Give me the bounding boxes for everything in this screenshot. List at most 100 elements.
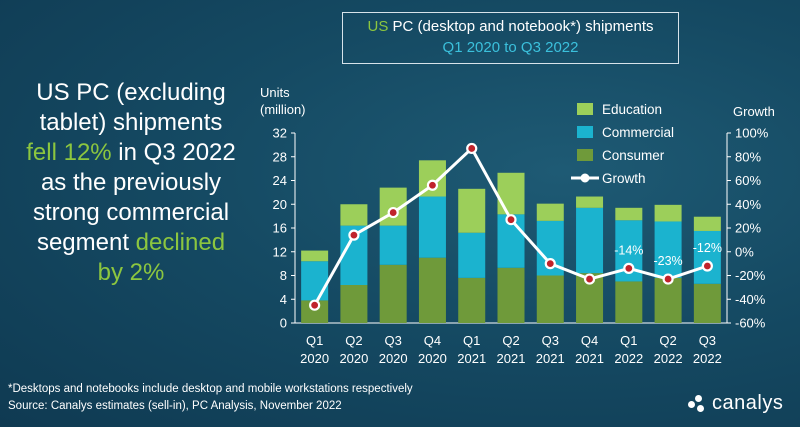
logo-mark-icon: [688, 394, 706, 413]
right-axis-title: Growth: [733, 104, 775, 119]
footnote-source: Source: Canalys estimates (sell-in), PC …: [8, 400, 342, 412]
left-tick-label: 0: [280, 316, 287, 331]
left-tick-label: 20: [273, 197, 287, 212]
bar-education: [340, 204, 368, 226]
bar-consumer: [654, 277, 682, 323]
growth-point: [348, 229, 360, 241]
headline-text: segment: [36, 229, 136, 256]
left-axis-title: (million): [260, 102, 306, 117]
chart-title-text: PC (desktop and notebook*) shipments: [388, 18, 654, 35]
bar-consumer: [497, 267, 525, 323]
right-tick-label: 0%: [735, 244, 754, 259]
left-axis-title: Units: [260, 85, 290, 100]
left-tick-label: 12: [273, 244, 287, 259]
x-tick-label-year: 2022: [614, 351, 643, 366]
x-tick-label-year: 2022: [654, 351, 683, 366]
legend-swatch-education: [577, 103, 593, 115]
x-tick-label-quarter: Q2: [659, 333, 676, 348]
bar-consumer: [379, 264, 407, 323]
x-tick-label-year: 2021: [497, 351, 526, 366]
right-tick-label: 20%: [735, 221, 761, 236]
x-tick-label-year: 2021: [536, 351, 565, 366]
bar-education: [654, 204, 682, 222]
bar-consumer: [458, 277, 486, 323]
x-tick-label-year: 2020: [379, 351, 408, 366]
bar-education: [693, 216, 721, 231]
x-tick-label-quarter: Q4: [424, 333, 441, 348]
growth-data-label: -12%: [693, 241, 722, 255]
headline-line: as the previously: [40, 169, 222, 196]
growth-point: [309, 299, 321, 311]
x-tick-label-year: 2020: [339, 351, 368, 366]
growth-point: [544, 258, 556, 270]
bar-education: [301, 250, 329, 262]
headline-highlight: declined: [135, 229, 226, 256]
left-tick-label: 8: [280, 268, 287, 283]
x-tick-label-quarter: Q3: [542, 333, 559, 348]
bar-consumer: [301, 300, 329, 323]
bar-education: [536, 203, 564, 221]
bar-commercial: [576, 207, 604, 274]
growth-data-label: -14%: [614, 243, 643, 257]
right-tick-label: -60%: [735, 316, 766, 331]
growth-point: [466, 142, 478, 155]
bar-commercial: [458, 232, 486, 278]
legend-label: Education: [602, 102, 662, 117]
headline-line: US PC (excluding: [36, 79, 226, 106]
growth-point: [701, 260, 713, 272]
legend-label: Consumer: [602, 148, 665, 163]
x-tick-label-quarter: Q2: [502, 333, 519, 348]
bar-consumer: [693, 283, 721, 323]
headline-line: fell 12% in Q3 2022: [6, 138, 256, 168]
right-tick-label: -20%: [735, 268, 766, 283]
left-tick-label: 28: [273, 149, 287, 164]
bar-commercial: [693, 230, 721, 284]
legend-swatch-consumer: [577, 149, 593, 161]
bar-commercial: [301, 261, 329, 301]
x-tick-label-year: 2021: [575, 351, 604, 366]
chart-title: US PC (desktop and notebook*) shipments: [343, 16, 678, 37]
x-tick-label-quarter: Q2: [345, 333, 362, 348]
bar-consumer: [418, 257, 446, 323]
headline-highlight: fell 12%: [26, 139, 112, 166]
bar-education: [497, 172, 525, 215]
bar-consumer: [536, 275, 564, 323]
growth-point: [426, 179, 439, 191]
growth-point: [583, 273, 596, 285]
growth-point: [505, 214, 517, 226]
x-tick-label-year: 2021: [457, 351, 486, 366]
headline: US PC (excluding tablet) shipments fell …: [6, 78, 256, 288]
headline-line: by 2%: [97, 259, 165, 286]
bar-commercial: [418, 196, 446, 258]
bar-consumer: [615, 281, 643, 323]
bar-education: [458, 188, 486, 233]
right-tick-label: 60%: [735, 173, 761, 188]
left-tick-label: 24: [273, 173, 287, 188]
legend-label: Commercial: [602, 125, 674, 140]
chart-title-country: US: [367, 18, 389, 35]
bar-consumer: [340, 285, 368, 323]
x-tick-label-quarter: Q1: [620, 333, 637, 348]
left-tick-label: 32: [273, 126, 287, 141]
right-tick-label: -40%: [735, 292, 766, 307]
bar-education: [576, 196, 604, 208]
right-tick-label: 100%: [735, 126, 769, 141]
bar-commercial: [379, 225, 407, 265]
growth-point: [623, 262, 635, 274]
x-tick-label-quarter: Q1: [306, 333, 323, 348]
growth-point: [387, 206, 399, 219]
headline-line: tablet) shipments: [39, 109, 223, 136]
footnote-note: *Desktops and notebooks include desktop …: [8, 383, 413, 395]
chart-title-box: US PC (desktop and notebook*) shipments …: [342, 12, 679, 64]
growth-point: [662, 273, 674, 285]
x-tick-label-quarter: Q4: [581, 333, 598, 348]
left-tick-label: 16: [273, 221, 287, 236]
x-tick-label-year: 2020: [300, 351, 329, 366]
x-tick-label-quarter: Q3: [699, 333, 716, 348]
footnote: *Desktops and notebooks include desktop …: [8, 381, 413, 415]
canalys-logo: canalys: [688, 392, 783, 415]
legend-label: Growth: [602, 171, 646, 186]
right-tick-label: 40%: [735, 197, 761, 212]
x-tick-label-quarter: Q1: [463, 333, 480, 348]
headline-line: strong commercial: [32, 199, 230, 226]
